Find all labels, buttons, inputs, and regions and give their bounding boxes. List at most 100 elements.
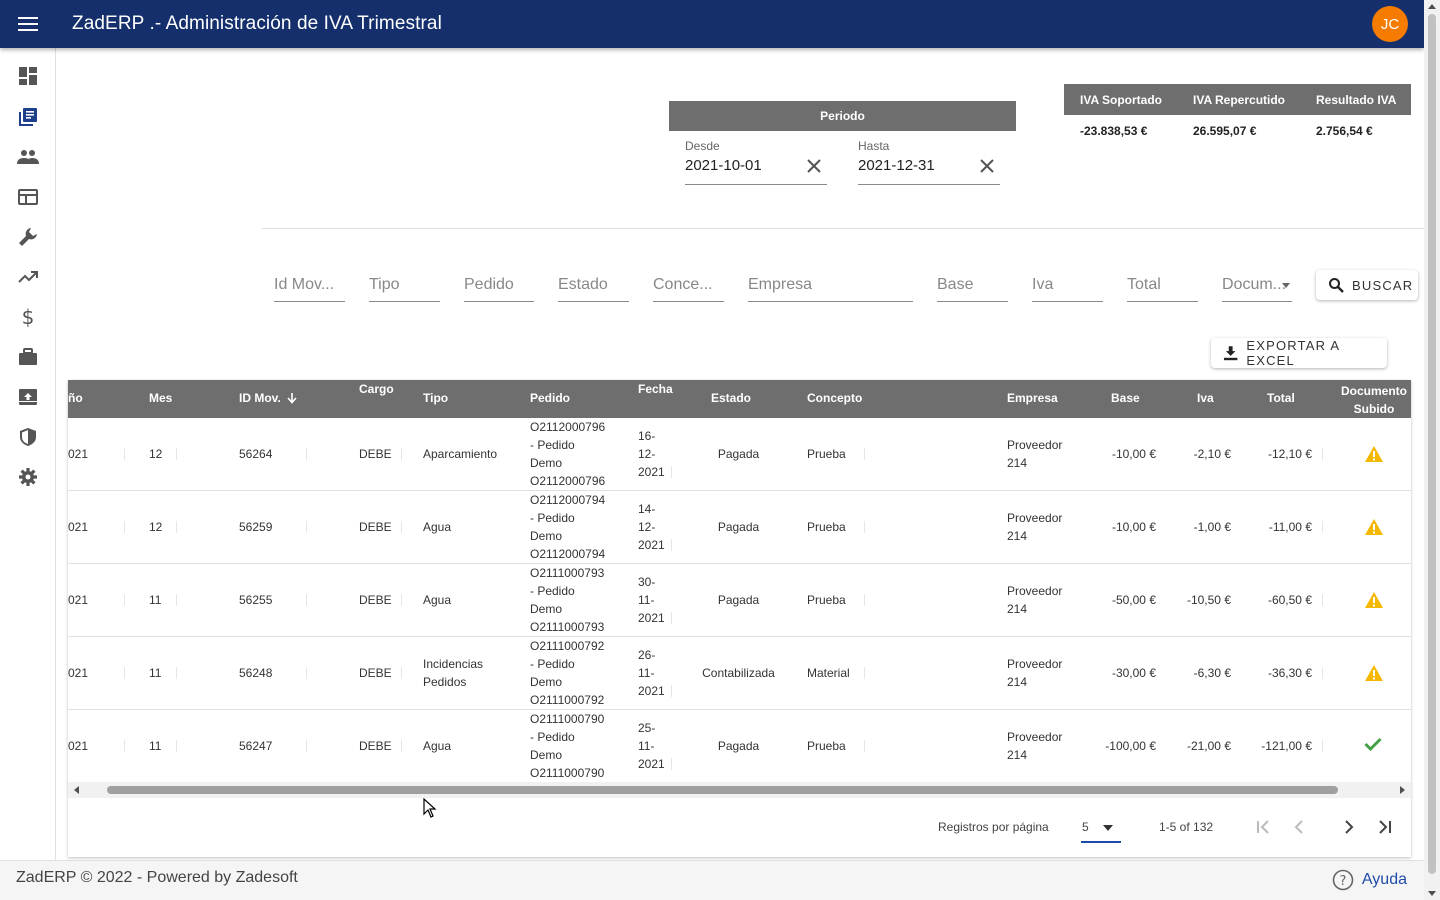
- sidebar-item-library[interactable]: [16, 105, 40, 129]
- col-cargo-header[interactable]: Cargo: [359, 382, 394, 396]
- hasta-value[interactable]: 2021-12-31: [858, 157, 935, 174]
- filter-tipo[interactable]: Tipo: [369, 270, 440, 302]
- cell-tipo: Agua: [423, 593, 452, 607]
- help-link[interactable]: ? Ayuda: [1332, 869, 1407, 891]
- col-anio-header[interactable]: ño: [68, 391, 83, 405]
- cell-mes: 11: [149, 666, 162, 680]
- next-page-icon[interactable]: [1341, 819, 1357, 835]
- col-base-header[interactable]: Base: [1111, 391, 1140, 405]
- iva-repercutido-value: 26.595,07 €: [1193, 124, 1257, 138]
- sidebar-item-settings[interactable]: [16, 465, 40, 489]
- col-tipo-header[interactable]: Tipo: [423, 391, 449, 405]
- cell-documento[interactable]: [1364, 445, 1384, 468]
- scroll-up-arrow[interactable]: [1428, 4, 1436, 9]
- col-documento-header[interactable]: Documento Subido: [1341, 384, 1407, 416]
- cell-mes: 12: [149, 520, 163, 534]
- prev-page-icon[interactable]: [1291, 819, 1307, 835]
- sidebar-item-web[interactable]: [16, 185, 40, 209]
- cell-documento[interactable]: [1364, 737, 1382, 756]
- filter-empresa[interactable]: Empresa: [748, 270, 913, 302]
- cell-concepto: Prueba: [807, 520, 846, 534]
- library-books-icon: [19, 108, 37, 126]
- sort-descending-icon[interactable]: [286, 392, 298, 404]
- table-row[interactable]: 021 11 56255 DEBE Agua O2111000793- Pedido Dem…: [68, 564, 1411, 637]
- clear-hasta-icon[interactable]: [978, 157, 996, 175]
- cell-tipo: Aparcamiento: [423, 447, 498, 461]
- last-page-icon[interactable]: [1377, 819, 1393, 835]
- cell-base: -100,00 €: [1105, 739, 1156, 753]
- cell-tipo: Incidencias Pedidos: [423, 657, 484, 689]
- filter-base[interactable]: Base: [937, 270, 1008, 302]
- sidebar-item-tools[interactable]: [16, 225, 40, 249]
- cell-anio: 021: [68, 520, 89, 534]
- menu-button[interactable]: [0, 0, 56, 48]
- cell-documento[interactable]: [1364, 591, 1384, 614]
- cell-pedido: O2111000793- Pedido Demo O2111000793: [530, 566, 605, 634]
- scroll-down-arrow[interactable]: [1428, 891, 1436, 896]
- filter-estado[interactable]: Estado: [558, 270, 629, 302]
- col-empresa-header[interactable]: Empresa: [1007, 391, 1058, 405]
- filter-iva[interactable]: Iva: [1032, 270, 1103, 302]
- desde-value[interactable]: 2021-10-01: [685, 157, 762, 174]
- col-fecha-header[interactable]: Fecha: [638, 382, 673, 396]
- cell-documento[interactable]: [1364, 518, 1384, 541]
- first-page-icon[interactable]: [1255, 819, 1271, 835]
- warning-icon: [1365, 519, 1383, 535]
- clear-desde-icon[interactable]: [805, 157, 823, 175]
- cell-total: -121,00 €: [1261, 739, 1312, 753]
- sidebar-item-dashboard[interactable]: [16, 64, 40, 88]
- hasta-date-field[interactable]: Hasta 2021-12-31: [858, 139, 1000, 185]
- hamburger-menu-icon: [18, 17, 38, 31]
- table-row[interactable]: 021 11 56248 DEBE Incidencias Pedidos O2111000…: [68, 637, 1411, 710]
- exportar-excel-button[interactable]: EXPORTAR A EXCEL: [1211, 338, 1387, 368]
- scroll-right-arrow[interactable]: [1400, 786, 1405, 794]
- app-title: ZadERP .- Administración de IVA Trimestr…: [72, 13, 442, 34]
- sidebar-item-business[interactable]: [16, 345, 40, 369]
- svg-text:$: $: [22, 306, 35, 328]
- cell-cargo: DEBE: [359, 447, 392, 461]
- cell-pedido: O2111000790- Pedido Demo O2111000790: [530, 712, 605, 780]
- cell-documento[interactable]: [1364, 664, 1384, 687]
- scrollbar-thumb[interactable]: [1428, 14, 1436, 874]
- col-pedido-header[interactable]: Pedido: [530, 391, 571, 405]
- sidebar-item-people[interactable]: [16, 145, 40, 169]
- download-icon: [1223, 346, 1238, 361]
- filter-concepto[interactable]: Conce...: [653, 270, 724, 302]
- scroll-left-arrow[interactable]: [74, 786, 79, 794]
- top-app-bar: ZadERP .- Administración de IVA Trimestr…: [0, 0, 1424, 48]
- filter-documento-select[interactable]: Docum...: [1222, 270, 1292, 302]
- col-mes-header[interactable]: Mes: [149, 391, 173, 405]
- horizontal-scrollbar-thumb[interactable]: [107, 786, 1338, 794]
- table-row[interactable]: 021 11 56247 DEBE Agua O2111000790- Pedido Dem…: [68, 710, 1411, 783]
- table-header: ño Mes ID Mov. Cargo Tipo Pedido Fecha E…: [68, 380, 1411, 418]
- sidebar-item-finance[interactable]: $: [16, 305, 40, 329]
- vertical-scrollbar[interactable]: [1424, 0, 1440, 900]
- user-avatar[interactable]: JC: [1372, 6, 1408, 42]
- cell-empresa: Proveedor 214: [1007, 438, 1063, 470]
- col-iva-header[interactable]: Iva: [1197, 391, 1214, 405]
- cell-cargo: DEBE: [359, 666, 392, 680]
- rows-per-page-select[interactable]: 5: [1081, 813, 1121, 843]
- col-total-header[interactable]: Total: [1267, 391, 1295, 405]
- cell-mes: 11: [149, 593, 162, 607]
- sidebar-item-security[interactable]: [16, 425, 40, 449]
- pagination: Registros por página 5 1-5 of 132: [68, 798, 1411, 857]
- copyright-text: ZadERP © 2022 - Powered by Zadesoft: [16, 869, 298, 886]
- cell-anio: 021: [68, 666, 89, 680]
- desde-date-field[interactable]: Desde 2021-10-01: [685, 139, 827, 185]
- col-estado-header[interactable]: Estado: [711, 391, 752, 405]
- col-concepto-header[interactable]: Concepto: [807, 391, 863, 405]
- buscar-button[interactable]: BUSCAR: [1316, 270, 1418, 300]
- table-row[interactable]: 021 12 56259 DEBE Agua O2112000794- Pedido Dem…: [68, 491, 1411, 564]
- table-row[interactable]: 021 12 56264 DEBE Aparcamiento O2112000796- P…: [68, 418, 1411, 491]
- cell-iva: -6,30 €: [1193, 666, 1231, 680]
- iva-soportado-header: IVA Soportado: [1080, 92, 1162, 107]
- sidebar-item-trending[interactable]: [16, 265, 40, 289]
- filter-pedido[interactable]: Pedido: [464, 270, 534, 302]
- filter-total[interactable]: Total: [1127, 270, 1198, 302]
- col-idmov-header[interactable]: ID Mov.: [239, 391, 298, 405]
- horizontal-scrollbar[interactable]: [68, 782, 1411, 798]
- cell-concepto: Material: [807, 666, 850, 680]
- filter-id-mov[interactable]: Id Mov...: [274, 270, 345, 302]
- sidebar-item-archive[interactable]: [16, 385, 40, 409]
